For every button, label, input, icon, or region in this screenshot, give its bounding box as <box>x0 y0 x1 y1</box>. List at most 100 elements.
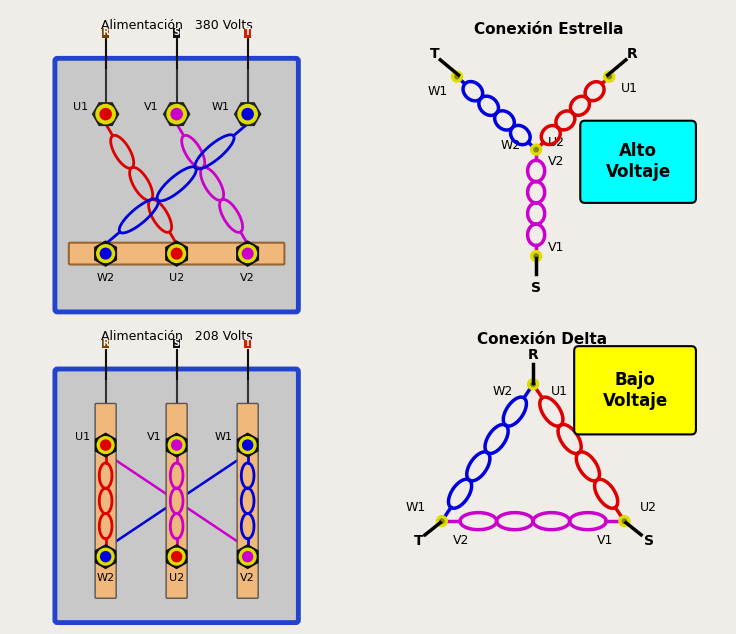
Circle shape <box>96 105 116 124</box>
Text: W1: W1 <box>214 432 233 443</box>
Text: W2: W2 <box>492 385 513 398</box>
Circle shape <box>101 440 110 450</box>
Circle shape <box>528 378 539 390</box>
Circle shape <box>171 108 183 120</box>
Text: Alimentación   208 Volts: Alimentación 208 Volts <box>101 330 252 342</box>
Circle shape <box>167 105 186 124</box>
Text: U2: U2 <box>548 136 565 150</box>
Text: U1: U1 <box>75 432 91 443</box>
Bar <box>105 38 106 68</box>
Text: T: T <box>244 29 250 37</box>
Text: S: S <box>644 534 654 548</box>
Circle shape <box>97 548 114 565</box>
FancyBboxPatch shape <box>95 403 116 598</box>
Circle shape <box>242 108 253 120</box>
Circle shape <box>238 105 258 124</box>
Polygon shape <box>163 103 190 126</box>
Circle shape <box>168 245 185 262</box>
Polygon shape <box>96 545 116 568</box>
Circle shape <box>100 108 111 120</box>
Bar <box>247 38 248 68</box>
Circle shape <box>619 515 630 527</box>
Circle shape <box>436 515 447 527</box>
Polygon shape <box>95 241 116 266</box>
Circle shape <box>531 144 542 155</box>
Text: W1: W1 <box>427 86 447 98</box>
FancyBboxPatch shape <box>166 403 187 598</box>
Circle shape <box>607 74 612 79</box>
Text: T: T <box>414 534 424 548</box>
Text: V2: V2 <box>548 155 564 167</box>
Circle shape <box>534 254 538 258</box>
Text: T: T <box>429 47 439 61</box>
Circle shape <box>169 548 185 565</box>
Circle shape <box>239 437 256 453</box>
Text: R: R <box>626 47 637 61</box>
Polygon shape <box>238 434 258 456</box>
Text: S: S <box>174 339 180 348</box>
Text: U1: U1 <box>551 385 567 398</box>
Text: Conexión Delta: Conexión Delta <box>477 332 607 347</box>
Text: V1: V1 <box>596 534 613 547</box>
Text: U1: U1 <box>73 101 88 112</box>
Text: W2: W2 <box>500 139 520 152</box>
FancyBboxPatch shape <box>574 346 696 434</box>
Bar <box>176 349 177 379</box>
Bar <box>176 38 177 68</box>
Text: W1: W1 <box>406 501 426 514</box>
Polygon shape <box>166 434 187 456</box>
Text: U2: U2 <box>169 573 184 583</box>
FancyBboxPatch shape <box>237 403 258 598</box>
Polygon shape <box>166 241 188 266</box>
Circle shape <box>452 71 462 82</box>
Text: V2: V2 <box>240 573 255 583</box>
Circle shape <box>169 437 185 453</box>
FancyBboxPatch shape <box>580 120 696 203</box>
Circle shape <box>101 552 110 562</box>
Polygon shape <box>93 103 118 126</box>
Circle shape <box>243 552 252 562</box>
Circle shape <box>604 71 615 82</box>
Polygon shape <box>237 241 258 266</box>
Circle shape <box>171 440 182 450</box>
Text: W2: W2 <box>96 573 115 583</box>
Polygon shape <box>238 545 258 568</box>
Text: T: T <box>244 339 250 348</box>
Bar <box>105 349 106 379</box>
Polygon shape <box>235 103 261 126</box>
Circle shape <box>239 548 256 565</box>
Circle shape <box>242 249 253 259</box>
Circle shape <box>97 437 114 453</box>
Bar <box>247 349 248 379</box>
Text: V1: V1 <box>146 432 161 443</box>
Text: W2: W2 <box>96 273 115 283</box>
Circle shape <box>531 250 542 262</box>
FancyBboxPatch shape <box>69 243 284 264</box>
FancyBboxPatch shape <box>55 58 298 312</box>
Circle shape <box>439 519 444 523</box>
Text: R: R <box>528 348 539 362</box>
FancyBboxPatch shape <box>55 369 298 623</box>
Circle shape <box>243 440 252 450</box>
Circle shape <box>171 249 182 259</box>
Text: Alto
Voltaje: Alto Voltaje <box>606 143 670 181</box>
Circle shape <box>622 519 626 523</box>
Circle shape <box>531 382 535 386</box>
Text: R: R <box>102 339 109 348</box>
Circle shape <box>455 74 459 79</box>
Polygon shape <box>166 545 187 568</box>
Text: V2: V2 <box>453 534 470 547</box>
Circle shape <box>238 245 257 262</box>
Text: U2: U2 <box>169 273 184 283</box>
Polygon shape <box>96 434 116 456</box>
Text: V1: V1 <box>548 240 564 254</box>
Text: Alimentación   380 Volts: Alimentación 380 Volts <box>101 19 252 32</box>
Text: S: S <box>174 29 180 37</box>
Text: S: S <box>531 281 541 295</box>
Text: U2: U2 <box>640 501 657 514</box>
Text: V2: V2 <box>240 273 255 283</box>
Circle shape <box>100 249 111 259</box>
Circle shape <box>96 245 115 262</box>
Circle shape <box>171 552 182 562</box>
Circle shape <box>534 148 538 152</box>
